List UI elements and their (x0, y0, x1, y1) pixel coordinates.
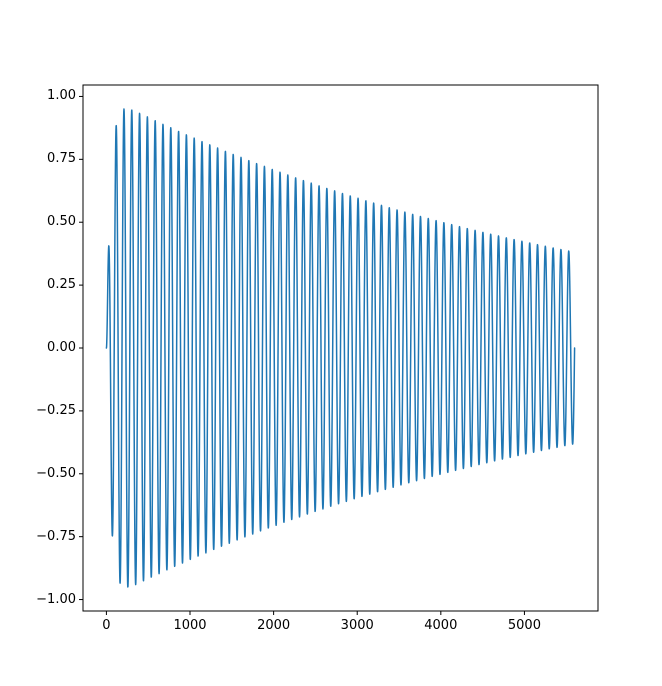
x-tick-label-1000: 1000 (173, 618, 207, 633)
x-tick-label-3000: 3000 (340, 618, 374, 633)
y-tick-label-−1.00: −1.00 (36, 591, 76, 607)
y-tick-label-−0.50: −0.50 (36, 465, 76, 481)
x-tick-label-2000: 2000 (257, 618, 291, 633)
y-tick-label-1.00: 1.00 (47, 88, 76, 104)
y-tick-label-−0.75: −0.75 (36, 528, 76, 544)
waveform-line (105, 108, 576, 588)
x-tick-label-0: 0 (102, 618, 111, 633)
y-tick-label-0.75: 0.75 (47, 151, 76, 167)
y-tick-label-0.00: 0.00 (47, 340, 76, 355)
x-tick-label-5000: 5000 (507, 618, 541, 633)
y-tick-label-−0.25: −0.25 (36, 402, 76, 418)
x-tick-label-4000: 4000 (424, 618, 458, 633)
y-tick-label-0.50: 0.50 (47, 214, 76, 230)
y-tick-label-0.25: 0.25 (47, 277, 76, 293)
